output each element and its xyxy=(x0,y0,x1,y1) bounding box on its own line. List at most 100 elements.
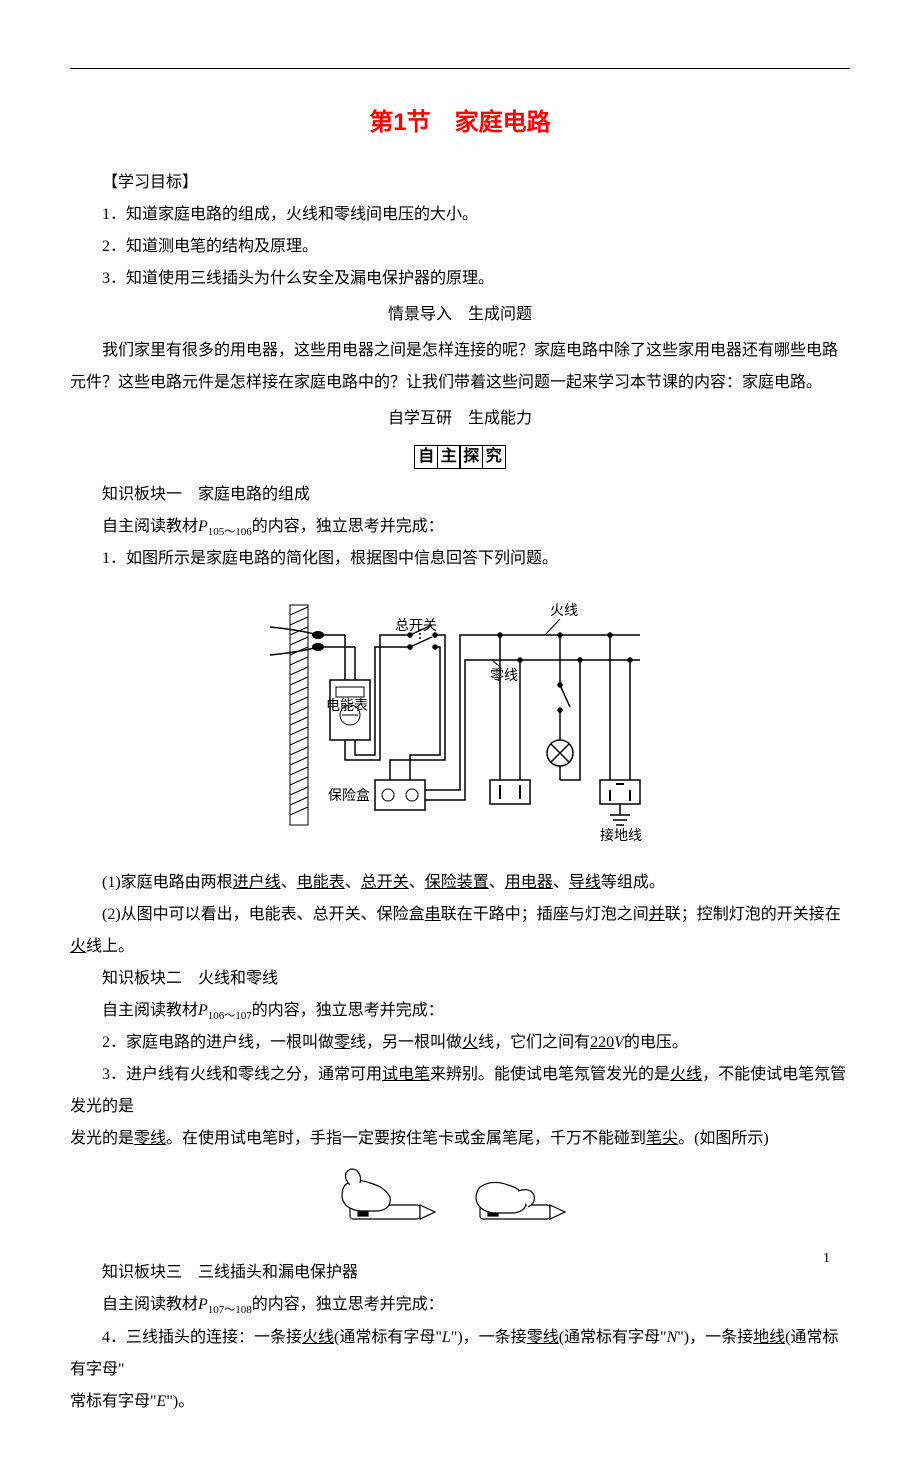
text: 的内容，独立思考并完成： xyxy=(252,1002,444,1019)
q4-cont: 常标有字母"E")。 xyxy=(70,1386,850,1418)
fill: 火 xyxy=(70,938,86,955)
goal-item: 1．知道家庭电路的组成，火线和零线间电压的大小。 xyxy=(70,199,850,231)
scene-heading: 情景导入 生成问题 xyxy=(70,299,850,331)
fill: 串 xyxy=(425,906,441,923)
fill: 总开关 xyxy=(361,874,409,891)
q4: 4．三线插头的连接：一条接火线(通常标有字母"L")，一条接零线(通常标有字母"… xyxy=(70,1322,850,1386)
q1-ans1: (1)家庭电路由两根进户线、电能表、总开关、保险装置、用电器、导线等组成。 xyxy=(70,867,850,899)
q1-ans2: (2)从图中可以看出，电能表、总开关、保险盒串联在干路中；插座与灯泡之间并联；控… xyxy=(70,899,850,931)
text: 105～106 xyxy=(208,526,252,538)
text: ")，一条接 xyxy=(677,1329,753,1346)
text: 发光的是 xyxy=(70,1130,134,1147)
fill: 火线 xyxy=(302,1329,334,1346)
text: P xyxy=(198,518,208,535)
text: 的内容，独立思考并完成： xyxy=(252,518,444,535)
text: V xyxy=(614,1034,624,1051)
fill: 火 xyxy=(462,1034,478,1051)
text: (通常标有字母" xyxy=(334,1329,442,1346)
goals-label: 【学习目标】 xyxy=(70,167,850,199)
text: P xyxy=(198,1296,208,1313)
fill: 零线 xyxy=(527,1329,559,1346)
section-title: 第1节 家庭电路 xyxy=(70,99,850,147)
block3-read: 自主阅读教材P107～108的内容，独立思考并完成： xyxy=(70,1289,850,1321)
stamp-char: 探 xyxy=(459,445,483,469)
text: 、 xyxy=(553,874,569,891)
text: 联在干路中；插座与灯泡之间 xyxy=(441,906,649,923)
text: 常标有字母" xyxy=(70,1393,157,1410)
circuit-figure: 火线 零线 总开关 电能表 保险盒 xyxy=(70,585,850,857)
study-heading: 自学互研 生成能力 xyxy=(70,403,850,435)
text: N xyxy=(667,1329,678,1346)
label-dianneng: 电能表 xyxy=(326,698,368,714)
block1-read: 自主阅读教材P105～106的内容，独立思考并完成： xyxy=(70,511,850,543)
goal-item: 2．知道测电笔的结构及原理。 xyxy=(70,231,850,263)
text: 自主阅读教材 xyxy=(102,1002,198,1019)
fill: 试电笔 xyxy=(382,1066,430,1083)
fill: 零线 xyxy=(134,1130,166,1147)
label-lingxian: 零线 xyxy=(490,668,518,684)
label-zongkaiguan: 总开关 xyxy=(395,618,437,634)
stamp-char: 主 xyxy=(437,445,461,469)
stamp-char: 究 xyxy=(482,445,506,469)
text: (1)家庭电路由两根 xyxy=(102,874,233,891)
text: 线，它们之间有 xyxy=(478,1034,590,1051)
text: 自主阅读教材 xyxy=(102,1296,198,1313)
text: 自主阅读教材 xyxy=(102,518,198,535)
text: 3．进户线有火线和零线之分，通常可用 xyxy=(102,1066,382,1083)
page-number: 1 xyxy=(823,1245,830,1273)
text: 、 xyxy=(281,874,297,891)
block2-title: 知识板块二 火线和零线 xyxy=(70,963,850,995)
q2: 2．家庭电路的进户线，一根叫做零线，另一根叫做火线，它们之间有220V的电压。 xyxy=(70,1027,850,1059)
text: 的内容，独立思考并完成： xyxy=(252,1296,444,1313)
label-baoxian: 保险盒 xyxy=(328,787,370,804)
goal-item: 3．知道使用三线插头为什么安全及漏电保护器的原理。 xyxy=(70,263,850,295)
text: 联；控制灯泡的开关接在 xyxy=(665,906,841,923)
block3-title: 知识板块三 三线插头和漏电保护器 xyxy=(70,1257,850,1289)
fill: 导线 xyxy=(569,874,601,891)
text: ")。 xyxy=(166,1393,194,1410)
scene-text: 我们家里有很多的用电器，这些用电器之间是怎样连接的呢？家庭电路中除了这些家用电器… xyxy=(70,335,850,399)
block2-read: 自主阅读教材P106～107的内容，独立思考并完成： xyxy=(70,995,850,1027)
text: 107～108 xyxy=(208,1305,252,1317)
text: 等组成。 xyxy=(601,874,665,891)
text: ")，一条接 xyxy=(451,1329,527,1346)
text: 2．家庭电路的进户线，一根叫做 xyxy=(102,1034,334,1051)
text: P xyxy=(198,1002,208,1019)
fill: 用电器 xyxy=(505,874,553,891)
fill: 保险装置 xyxy=(425,874,489,891)
fill: 零 xyxy=(334,1034,350,1051)
fill: 电能表 xyxy=(297,874,345,891)
pen-figure xyxy=(70,1165,850,1247)
label-huoxian: 火线 xyxy=(550,603,578,619)
text: (2)从图中可以看出，电能表、总开关、保险盒 xyxy=(102,906,425,923)
text: 线上。 xyxy=(86,938,134,955)
text: (通常标有字母" xyxy=(559,1329,667,1346)
text: 、 xyxy=(409,874,425,891)
text: 、 xyxy=(489,874,505,891)
text: 、 xyxy=(345,874,361,891)
fill: 进户线 xyxy=(233,874,281,891)
text: 。(如图所示) xyxy=(678,1130,769,1147)
text: 106～107 xyxy=(208,1010,252,1022)
text: E xyxy=(157,1393,167,1410)
label-jiedi: 接地线 xyxy=(600,827,642,844)
fill: 笔尖 xyxy=(646,1130,678,1147)
q1-ans2-cont: 火线上。 xyxy=(70,931,850,963)
fill: 220 xyxy=(590,1034,614,1051)
text: 的电压。 xyxy=(624,1034,688,1051)
stamp-box: 自主探究 xyxy=(70,439,850,475)
stamp-char: 自 xyxy=(414,445,438,469)
text: 来辨别。能使试电笔氖管发光的是 xyxy=(430,1066,670,1083)
text: L xyxy=(442,1329,451,1346)
block1-title: 知识板块一 家庭电路的组成 xyxy=(70,479,850,511)
horizontal-rule xyxy=(70,68,850,69)
text: 线，另一根叫做 xyxy=(350,1034,462,1051)
fill: 并 xyxy=(649,906,665,923)
q3: 3．进户线有火线和零线之分，通常可用试电笔来辨别。能使试电笔氖管发光的是火线，不… xyxy=(70,1059,850,1123)
q1: 1．如图所示是家庭电路的简化图，根据图中信息回答下列问题。 xyxy=(70,543,850,575)
q3-cont: 发光的是零线。在使用试电笔时，手指一定要按住笔卡或金属笔尾，千万不能碰到笔尖。(… xyxy=(70,1123,850,1155)
text: 4．三线插头的连接：一条接 xyxy=(102,1329,302,1346)
fill: 地线 xyxy=(753,1329,785,1346)
fill: 火线 xyxy=(670,1066,702,1083)
text: 。在使用试电笔时，手指一定要按住笔卡或金属笔尾，千万不能碰到 xyxy=(166,1130,646,1147)
